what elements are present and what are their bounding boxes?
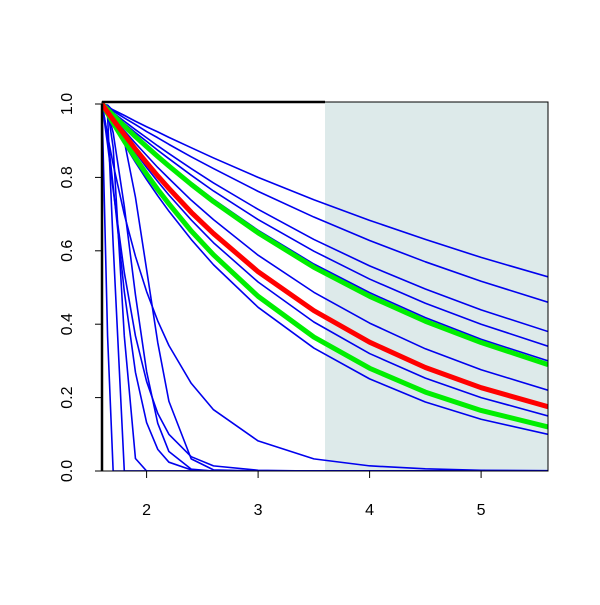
y-tick-label: 0.6: [59, 240, 76, 262]
highlight-line: [102, 102, 548, 430]
x-tick-label: 5: [477, 502, 486, 519]
highlight-line: [102, 102, 548, 367]
curve-line: [102, 103, 548, 471]
highlight-line: [102, 102, 548, 410]
x-tick-label: 3: [254, 502, 263, 519]
y-tick-label: 1.0: [59, 93, 76, 115]
y-tick-label: 0.2: [59, 386, 76, 408]
shaded-region: [325, 102, 548, 471]
y-tick-label: 0.0: [59, 460, 76, 482]
plot-lines: [102, 102, 548, 471]
curve-line: [102, 103, 548, 471]
y-tick-label: 0.4: [59, 313, 76, 335]
curve-line: [102, 103, 548, 278]
curve-line: [102, 103, 548, 303]
curve-line: [102, 103, 548, 471]
x-tick-label: 2: [142, 502, 151, 519]
curve-line: [102, 103, 548, 471]
y-tick-label: 0.8: [59, 166, 76, 188]
x-tick-label: 4: [365, 502, 374, 519]
